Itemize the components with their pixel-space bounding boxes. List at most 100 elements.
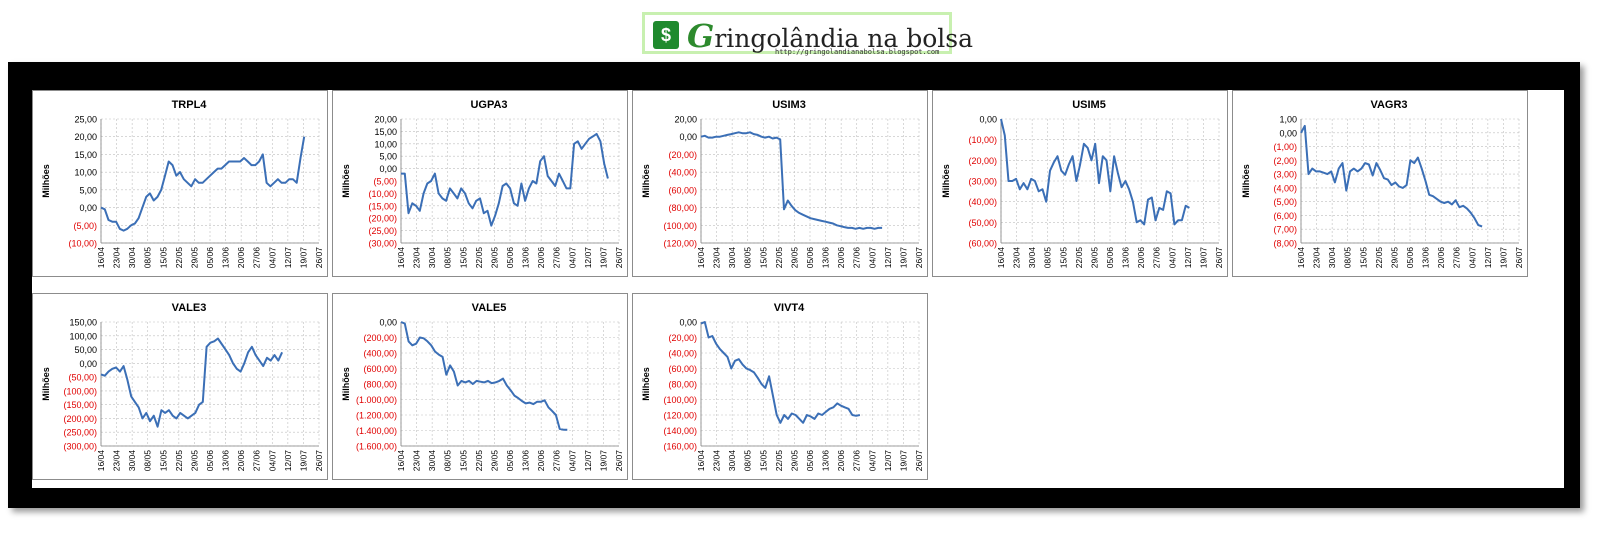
x-tick-label: 20/06 [836, 247, 846, 269]
x-tick-label: 08/05 [1043, 247, 1053, 269]
x-tick-label: 12/07 [283, 247, 293, 269]
y-tick-label: (160,00) [663, 442, 697, 452]
y-tick-label: 150,00 [69, 318, 97, 328]
y-tick-label: 0,00 [379, 318, 397, 328]
y-tick-label: (5,00) [73, 221, 97, 231]
x-tick-label: 16/04 [96, 450, 106, 472]
x-tick-label: 22/05 [774, 450, 784, 472]
y-tick-label: 0,00 [79, 359, 97, 369]
x-tick-label: 19/07 [598, 247, 608, 269]
y-tick-label: (100,00) [63, 386, 97, 396]
x-tick-label: 08/05 [743, 247, 753, 269]
x-tick-label: 12/07 [883, 450, 893, 472]
x-tick-label: 16/04 [96, 247, 106, 269]
x-tick-label: 29/05 [189, 247, 199, 269]
series-line [1300, 124, 1483, 228]
x-tick-label: 15/05 [458, 247, 468, 269]
x-tick-label: 30/04 [127, 450, 137, 472]
series-line [1000, 118, 1190, 226]
y-tick-label: 25,00 [74, 115, 97, 125]
y-tick-label: (10,00) [968, 135, 997, 145]
chart-title: TRPL4 [172, 99, 208, 111]
x-tick-label: 26/07 [614, 450, 624, 472]
x-tick-label: 27/06 [1452, 247, 1462, 269]
x-tick-label: 27/06 [1152, 247, 1162, 269]
chart-svg: USIM3 20,00 0,00 (20,00) (40,00) (60,00) (80,0… [641, 99, 924, 269]
x-tick-label: 30/04 [1327, 247, 1337, 269]
x-tick-label: 04/07 [267, 247, 277, 269]
x-tick-label: 16/04 [696, 247, 706, 269]
y-tick-label: (120,00) [663, 411, 697, 421]
chart-title: USIM3 [772, 99, 806, 111]
chart-vale3: VALE3 150,00 100,00 50,00 0,00 (50,00) (100,00… [32, 293, 328, 480]
y-tick-label: (100,00) [663, 395, 697, 405]
blog-url: http://gringolandianabolsa.blogspot.com [775, 48, 940, 56]
series-line [100, 136, 306, 232]
x-tick-label: 19/07 [298, 247, 308, 269]
x-tick-label: 08/05 [143, 247, 153, 269]
x-tick-label: 04/07 [267, 450, 277, 472]
y-tick-label: 5,00 [79, 185, 97, 195]
x-tick-label: 20/06 [1136, 247, 1146, 269]
chart-sheet: TRPL4 25,00 20,00 15,00 10,00 5,00 0,00 (5,00) (… [32, 90, 1564, 488]
y-tick-label: (20,00) [668, 150, 697, 160]
x-tick-label: 13/06 [1121, 247, 1131, 269]
y-tick-label: 1,00 [1279, 115, 1297, 125]
x-tick-label: 05/06 [805, 247, 815, 269]
y-tick-label: 0,00 [379, 164, 397, 174]
chart-svg: VIVT4 0,00 (20,00) (40,00) (60,00) (80,00) (10… [641, 302, 924, 472]
x-tick-label: 23/04 [1012, 247, 1022, 269]
y-tick-label: (50,00) [68, 373, 97, 383]
chart-vale5: VALE5 0,00 (200,00) (400,00) (600,00) (800,00… [332, 293, 628, 480]
y-tick-label: (120,00) [663, 239, 697, 249]
chart-title: VALE5 [472, 302, 507, 314]
y-tick-label: (5,00) [373, 177, 397, 187]
x-tick-label: 26/07 [314, 450, 324, 472]
y-tick-label: (100,00) [663, 221, 697, 231]
chart-svg: VALE5 0,00 (200,00) (400,00) (600,00) (800,00… [341, 302, 624, 472]
chart-svg: VAGR3 1,00 0,00 (1,00) (2,00) (3,00) (4,00) (5,… [1241, 99, 1524, 269]
x-tick-label: 12/07 [583, 247, 593, 269]
x-tick-label: 29/05 [1389, 247, 1399, 269]
y-tick-label: 10,00 [374, 139, 397, 149]
x-tick-label: 20/06 [836, 450, 846, 472]
y-tick-label: (5,00) [1273, 197, 1297, 207]
x-tick-label: 19/07 [598, 450, 608, 472]
x-tick-label: 13/06 [221, 247, 231, 269]
series-line [100, 337, 284, 428]
x-tick-label: 22/05 [174, 450, 184, 472]
x-tick-label: 08/05 [743, 450, 753, 472]
x-tick-label: 16/04 [1296, 247, 1306, 269]
y-tick-label: (6,00) [1273, 211, 1297, 221]
x-tick-label: 22/05 [1374, 247, 1384, 269]
x-tick-label: 05/06 [505, 450, 515, 472]
x-tick-label: 04/07 [867, 247, 877, 269]
x-tick-label: 12/07 [283, 450, 293, 472]
blog-banner: $ Gringolândia na bolsa http://gringolan… [642, 12, 973, 56]
chart-usim5: USIM5 0,00 (10,00) (20,00) (30,00) (40,00) (50… [932, 90, 1228, 277]
series-line [700, 321, 861, 424]
image-frame: TRPL4 25,00 20,00 15,00 10,00 5,00 0,00 (5,00) (… [8, 62, 1580, 508]
chart-svg: TRPL4 25,00 20,00 15,00 10,00 5,00 0,00 (5,00) (… [41, 99, 324, 269]
x-tick-label: 22/05 [174, 247, 184, 269]
y-tick-label: (20,00) [368, 214, 397, 224]
series-line [400, 321, 568, 431]
y-tick-label: (250,00) [63, 428, 97, 438]
y-tick-label: (1,00) [1273, 142, 1297, 152]
x-tick-label: 23/04 [412, 450, 422, 472]
y-tick-label: (150,00) [63, 400, 97, 410]
x-tick-label: 29/05 [489, 450, 499, 472]
x-tick-label: 12/07 [1183, 247, 1193, 269]
x-tick-label: 27/06 [252, 450, 262, 472]
y-tick-label: (140,00) [663, 426, 697, 436]
chart-title: USIM5 [1072, 99, 1106, 111]
chart-title: VIVT4 [774, 302, 805, 314]
x-tick-label: 15/05 [158, 450, 168, 472]
y-tick-label: (3,00) [1273, 170, 1297, 180]
x-tick-label: 22/05 [474, 450, 484, 472]
y-tick-label: 20,00 [374, 115, 397, 125]
y-tick-label: (60,00) [968, 239, 997, 249]
x-tick-label: 20/06 [236, 247, 246, 269]
x-tick-label: 26/07 [1214, 247, 1224, 269]
x-tick-label: 13/06 [521, 450, 531, 472]
